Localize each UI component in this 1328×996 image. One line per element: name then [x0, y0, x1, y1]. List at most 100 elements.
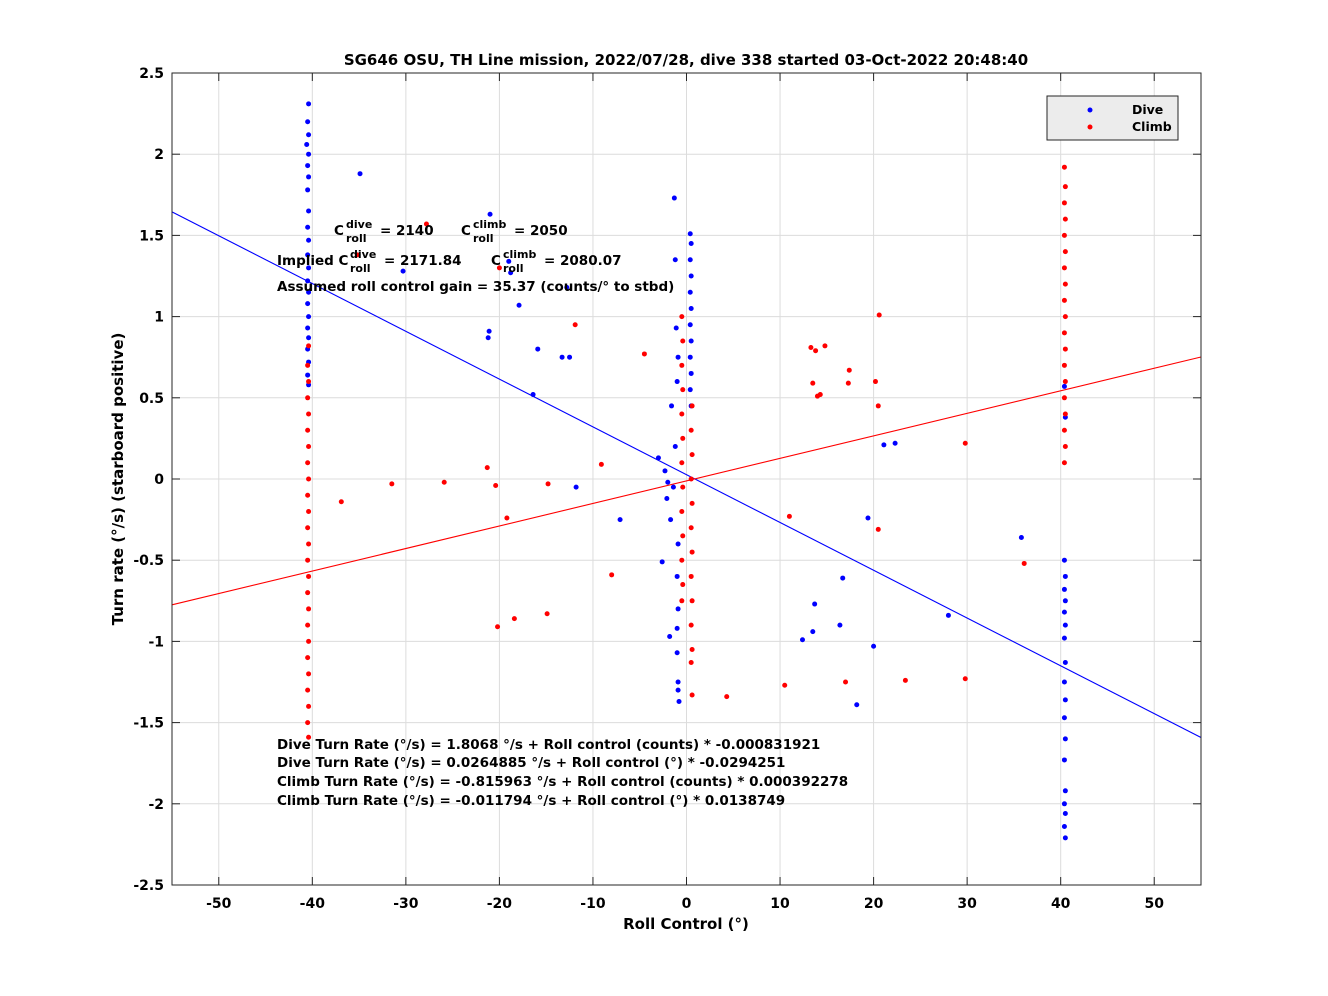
legend: Dive Climb: [1046, 95, 1179, 141]
dive-point: [306, 237, 312, 243]
climb-point: [688, 427, 694, 433]
climb-point: [1062, 184, 1068, 190]
dive-point: [655, 455, 661, 461]
dive-point: [305, 187, 311, 193]
dive-point: [659, 559, 665, 565]
climb-point: [680, 484, 686, 490]
climb-point: [689, 692, 695, 698]
y-tick-label: 1.5: [139, 228, 164, 244]
dive-point: [1062, 598, 1068, 604]
climb-point: [1062, 314, 1068, 320]
dive-point: [305, 372, 311, 378]
dive-point: [1061, 715, 1067, 721]
climb-point: [688, 525, 694, 531]
dive-point: [357, 171, 363, 177]
dive-point: [675, 354, 681, 360]
climb-point: [679, 362, 685, 368]
climb-point: [305, 525, 311, 531]
fit-equation-climb-counts: Climb Turn Rate (°/s) = -0.815963 °/s + …: [277, 774, 848, 790]
roll-constants-annotation: C dive roll = 2140 C climb roll = 2050: [334, 218, 568, 245]
fit-lines: [171, 211, 1202, 739]
climb-point: [786, 513, 792, 519]
fit-equation-dive-degrees: Dive Turn Rate (°/s) = 0.0264885 °/s + R…: [277, 755, 785, 771]
dive-point: [669, 403, 675, 409]
dive-point: [305, 278, 311, 284]
dive-fit-line: [171, 211, 1202, 739]
climb-point: [504, 515, 510, 521]
climb-point: [962, 676, 968, 682]
dive-point: [668, 517, 674, 523]
dive-point: [854, 702, 860, 708]
dive-point: [667, 634, 673, 640]
climb-point: [306, 703, 312, 709]
legend-marker-climb: [1087, 124, 1093, 130]
climb-point: [680, 533, 686, 539]
dive-point: [687, 257, 693, 263]
climb-point: [679, 598, 685, 604]
dive-point: [1061, 383, 1067, 389]
dive-point: [1062, 835, 1068, 841]
c-climb-sub: roll: [473, 232, 494, 245]
implied-climb-value: = 2080.07: [544, 253, 622, 269]
dive-point: [837, 622, 843, 628]
climb-point: [484, 465, 490, 471]
climb-point: [306, 379, 312, 385]
climb-point: [845, 380, 851, 386]
dive-point: [670, 484, 676, 490]
dive-point: [516, 302, 522, 308]
dive-point: [1062, 697, 1068, 703]
climb-point: [1062, 444, 1068, 450]
climb-point: [305, 460, 311, 466]
dive-point: [559, 354, 565, 360]
implied-climb-label: C: [491, 253, 501, 269]
c-dive-label: C: [334, 223, 344, 239]
dive-point: [1061, 557, 1067, 563]
y-tick-label: 1: [154, 310, 164, 326]
dive-point: [306, 208, 312, 214]
climb-point: [680, 338, 686, 344]
climb-point: [306, 734, 312, 740]
dive-point: [1062, 736, 1068, 742]
climb-point: [902, 677, 908, 683]
gain-annotation: Assumed roll control gain = 35.37 (count…: [277, 279, 674, 295]
dive-point: [665, 479, 671, 485]
dive-point: [675, 606, 681, 612]
dive-point: [688, 370, 694, 376]
climb-point: [1061, 362, 1067, 368]
dive-point: [662, 468, 668, 474]
dive-point: [673, 325, 679, 331]
dive-point: [810, 629, 816, 635]
dive-point: [306, 132, 312, 138]
dive-point: [672, 444, 678, 450]
climb-point: [305, 590, 311, 596]
climb-point: [680, 435, 686, 441]
climb-point: [598, 461, 604, 467]
climb-point: [689, 647, 695, 653]
x-tick-label: 10: [770, 896, 790, 912]
climb-point: [679, 508, 685, 514]
dive-point: [871, 643, 877, 649]
climb-point: [876, 312, 882, 318]
x-tick-label: 0: [682, 896, 692, 912]
c-dive-value: = 2140: [380, 223, 434, 239]
climb-point: [1062, 346, 1068, 352]
dive-point: [305, 301, 311, 307]
dive-point: [664, 495, 670, 501]
c-climb-label: C: [461, 223, 471, 239]
y-tick-label: 2.5: [139, 66, 164, 82]
dive-point: [1018, 534, 1024, 540]
climb-point: [1061, 395, 1067, 401]
c-climb-sup: climb: [473, 218, 507, 231]
climb-point: [810, 380, 816, 386]
climb-point: [306, 508, 312, 514]
fit-equations: Dive Turn Rate (°/s) = 1.8068 °/s + Roll…: [277, 737, 848, 809]
legend-box: [1046, 95, 1179, 141]
dive-point: [1061, 824, 1067, 830]
implied-climb-sup: climb: [503, 248, 537, 261]
dive-point: [1062, 788, 1068, 794]
x-tick-label: 40: [1051, 896, 1071, 912]
dive-point: [305, 252, 311, 258]
climb-point: [1061, 427, 1067, 433]
dive-point: [674, 573, 680, 579]
